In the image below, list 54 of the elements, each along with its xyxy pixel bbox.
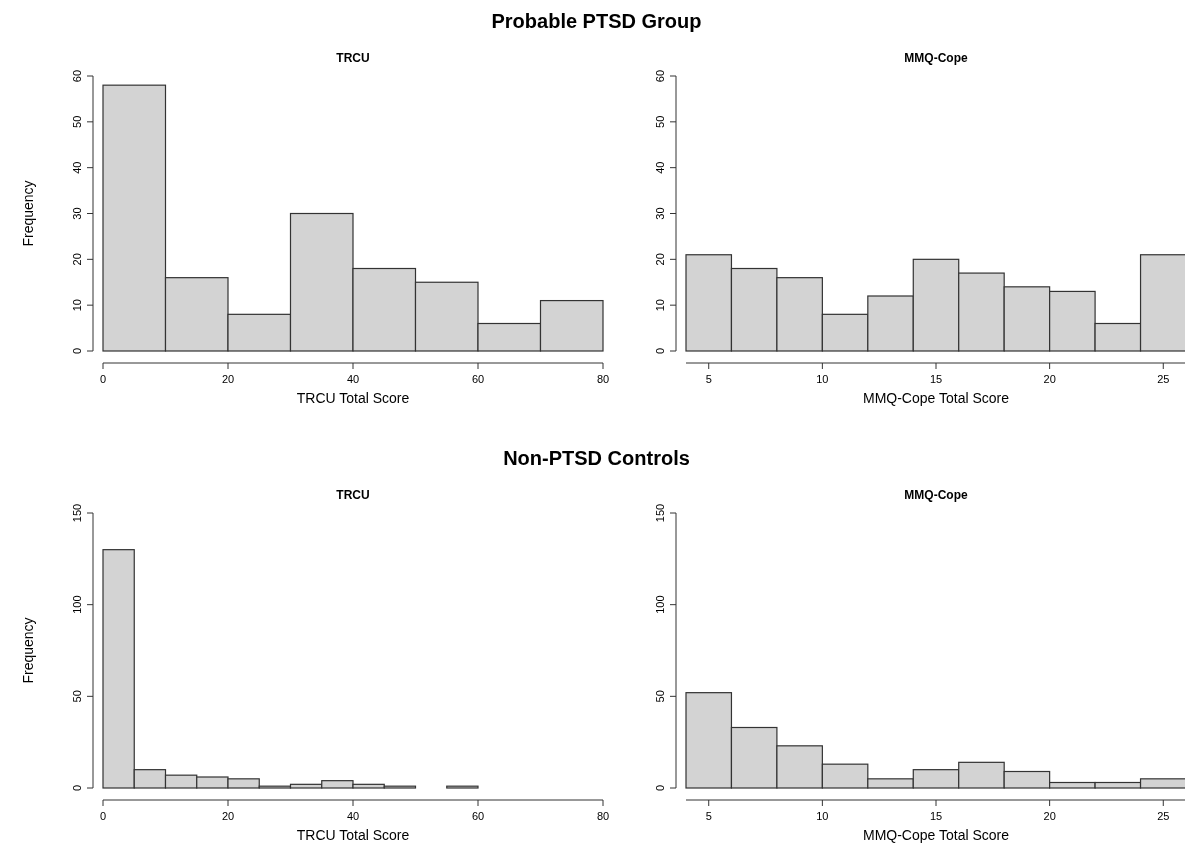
x-tick-label: 0 bbox=[99, 810, 107, 822]
x-tick-label: 20 bbox=[1043, 373, 1056, 385]
y-tick-label: 20 bbox=[71, 253, 83, 266]
y-tick-label: 0 bbox=[654, 784, 666, 792]
y-tick-label: 10 bbox=[71, 299, 83, 312]
y-tick-label: 0 bbox=[71, 784, 83, 792]
x-axis-title: TRCU Total Score bbox=[296, 390, 410, 406]
y-axis-title: Frequency bbox=[20, 180, 36, 247]
x-axis-title: MMQ-Cope Total Score bbox=[862, 827, 1010, 843]
x-tick-label: 25 bbox=[1157, 810, 1170, 822]
x-tick-label: 40 bbox=[346, 373, 360, 385]
y-tick-label: 60 bbox=[654, 69, 666, 83]
y-tick-label: 30 bbox=[654, 207, 666, 220]
y-tick-label: 30 bbox=[71, 207, 83, 220]
text: Non-PTSD Controls bbox=[503, 447, 690, 469]
x-axis-title: TRCU Total Score bbox=[296, 827, 410, 843]
x-tick-label: 5 bbox=[705, 810, 712, 822]
chart-title: TRCU bbox=[336, 51, 370, 65]
y-tick-label: 60 bbox=[71, 69, 83, 83]
x-tick-label: 10 bbox=[816, 810, 829, 822]
chart-title: MMQ-Cope bbox=[904, 51, 968, 65]
y-tick-label: 40 bbox=[654, 161, 666, 174]
y-axis-title: Frequency bbox=[20, 617, 36, 684]
y-tick-label: 40 bbox=[71, 161, 83, 174]
x-tick-label: 40 bbox=[346, 810, 360, 822]
y-tick-label: 100 bbox=[71, 595, 83, 614]
y-tick-label: 150 bbox=[654, 503, 666, 523]
y-tick-label: 20 bbox=[654, 253, 666, 266]
x-tick-label: 25 bbox=[1157, 373, 1170, 385]
x-tick-label: 60 bbox=[471, 373, 485, 385]
x-tick-label: 20 bbox=[221, 373, 235, 385]
x-tick-label: 20 bbox=[221, 810, 235, 822]
x-tick-label: 10 bbox=[816, 373, 829, 385]
x-tick-label: 20 bbox=[1043, 810, 1056, 822]
x-tick-label: 0 bbox=[99, 373, 107, 385]
x-tick-label: 15 bbox=[929, 373, 943, 385]
text: Probable PTSD Group bbox=[491, 10, 702, 32]
chart-title: TRCU bbox=[336, 488, 370, 502]
x-tick-label: 80 bbox=[596, 810, 610, 822]
y-tick-label: 50 bbox=[71, 690, 83, 703]
x-tick-label: 15 bbox=[929, 810, 943, 822]
y-tick-label: 100 bbox=[654, 595, 666, 614]
x-axis-title: MMQ-Cope Total Score bbox=[862, 390, 1010, 406]
chart-title: MMQ-Cope bbox=[904, 488, 968, 502]
y-tick-label: 10 bbox=[654, 299, 666, 312]
y-tick-label: 50 bbox=[654, 115, 666, 128]
y-tick-label: 50 bbox=[71, 115, 83, 128]
y-tick-label: 150 bbox=[71, 503, 83, 523]
y-tick-label: 0 bbox=[71, 347, 83, 355]
x-tick-label: 60 bbox=[471, 810, 485, 822]
y-tick-label: 0 bbox=[654, 347, 666, 355]
x-tick-label: 5 bbox=[705, 373, 712, 385]
x-tick-label: 80 bbox=[596, 373, 610, 385]
y-tick-label: 50 bbox=[654, 690, 666, 703]
